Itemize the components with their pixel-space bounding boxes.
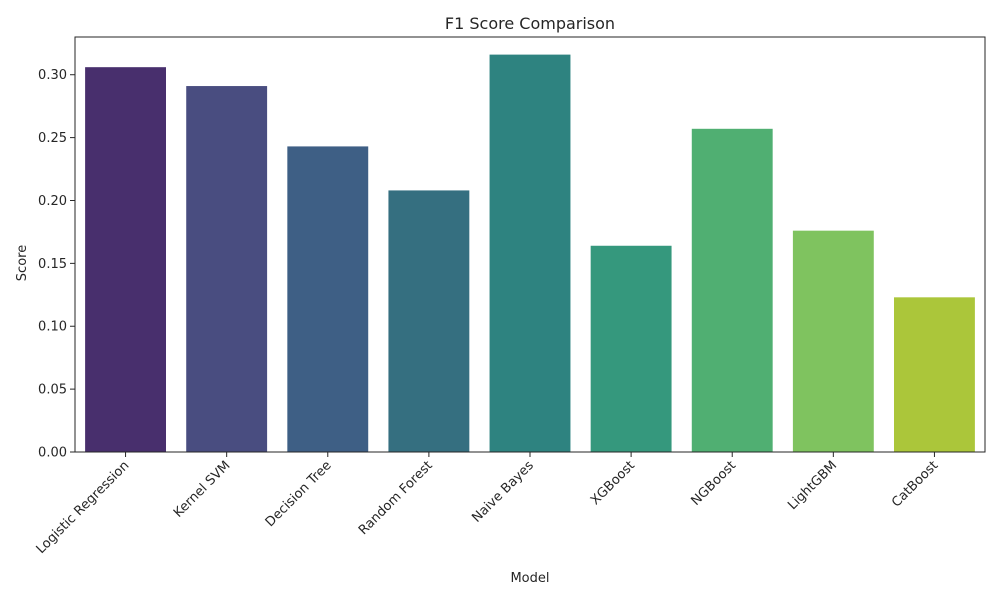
plot-frame bbox=[74, 36, 986, 453]
x-axis-title: Model bbox=[510, 571, 549, 586]
x-tick-label: NGBoost bbox=[688, 458, 739, 509]
bar bbox=[894, 297, 975, 452]
bar bbox=[792, 230, 874, 452]
y-tick-label: 0.05 bbox=[38, 383, 67, 398]
y-tick-label: 0.25 bbox=[38, 131, 67, 146]
bar bbox=[85, 67, 166, 453]
bar bbox=[388, 190, 470, 453]
y-tick-label: 0.20 bbox=[38, 194, 67, 209]
bar bbox=[691, 128, 773, 453]
bar bbox=[287, 146, 369, 452]
x-tick-label: Naive Bayes bbox=[469, 458, 537, 526]
x-tick-label: Decision Tree bbox=[263, 458, 335, 530]
x-tick-label: Random Forest bbox=[356, 458, 436, 538]
y-tick-label: 0.15 bbox=[38, 257, 67, 272]
y-tick-label: 0.30 bbox=[38, 68, 67, 83]
y-tick-label: 0.00 bbox=[38, 446, 67, 461]
plot-area: 0.00 0.05 0.10 0.15 0.20 0.25 0.30 Logistic Reg… bbox=[34, 36, 986, 557]
x-tick-label: CatBoost bbox=[889, 458, 941, 510]
bar bbox=[489, 54, 571, 453]
x-tick-label: Kernel SVM bbox=[171, 458, 233, 520]
chart-title: F1 Score Comparison bbox=[445, 14, 615, 33]
x-tick-label: Logistic Regression bbox=[34, 458, 133, 557]
x-tick-label: XGBoost bbox=[588, 458, 638, 508]
y-tick-label: 0.10 bbox=[38, 320, 67, 335]
bar bbox=[590, 245, 672, 452]
bar bbox=[186, 86, 268, 453]
x-tick-label: LightGBM bbox=[785, 458, 840, 513]
y-axis-title: Score bbox=[15, 245, 30, 281]
